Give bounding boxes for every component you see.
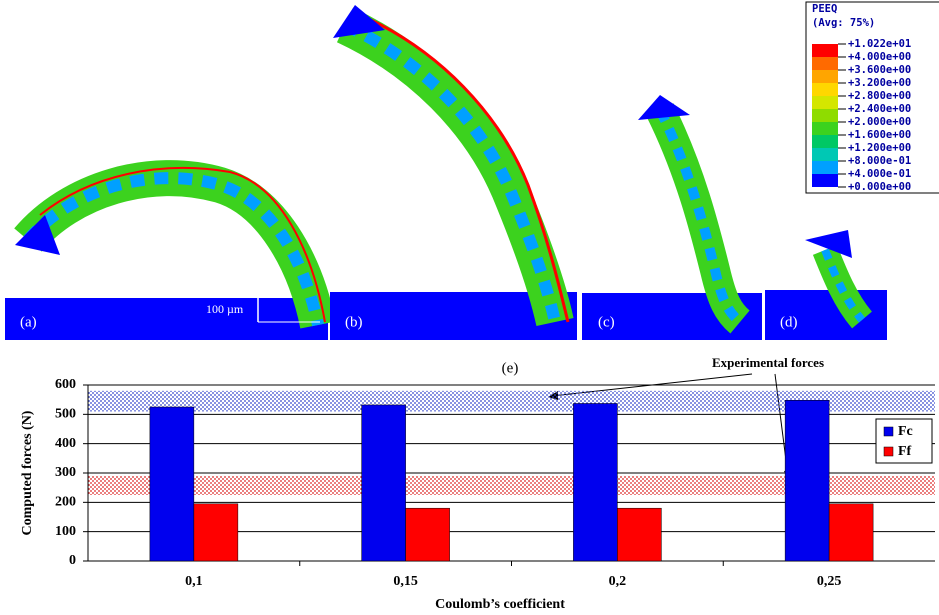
bar: [784, 400, 830, 562]
y-tick-label: 400: [55, 436, 76, 451]
y-axis-label: Computed forces (N): [20, 410, 35, 535]
y-tick-label: 100: [55, 524, 76, 539]
y-tick-label: 300: [55, 465, 76, 480]
bar: [573, 403, 618, 562]
contour-swatch: [812, 83, 838, 96]
chip-core: [655, 107, 744, 326]
contour-swatch: [812, 96, 838, 109]
chip-tip: [15, 215, 60, 255]
contour-label: +2.000e+00: [848, 116, 911, 128]
contour-swatch: [812, 109, 838, 122]
contour-label: +3.600e+00: [848, 64, 911, 76]
contour-swatch: [812, 44, 838, 57]
contour-label: +2.800e+00: [848, 90, 911, 102]
panel-label: (c): [598, 314, 615, 330]
chip-edge: [39, 167, 326, 323]
chip-edge: [359, 13, 570, 323]
y-tick-label: 500: [55, 407, 76, 422]
contour-swatch: [812, 148, 838, 161]
contour-label: +1.600e+00: [848, 129, 911, 141]
bar: [149, 406, 195, 562]
legend-label: Ff: [898, 444, 912, 459]
annotation: Experimental forces: [712, 355, 824, 370]
panel-label: (b): [345, 314, 363, 330]
fem-panels: (a) (b) (c) (d) 100 µm: [5, 5, 887, 340]
contour-label: +8.000e-01: [848, 155, 911, 167]
chip-core: [821, 248, 866, 323]
x-tick-label: 0,2: [609, 574, 627, 589]
bar: [828, 503, 874, 562]
chip-core: [342, 19, 561, 324]
y-tick-label: 200: [55, 495, 76, 510]
scale-label: 100 µm: [206, 302, 244, 316]
x-tick-label: 0,25: [817, 574, 842, 589]
contour-swatch: [812, 57, 838, 70]
experimental-band: [88, 475, 935, 495]
bar: [193, 503, 239, 562]
panel-label: (d): [780, 314, 798, 330]
x-tick-label: 0,15: [393, 574, 418, 589]
y-tick-label: 0: [69, 553, 76, 568]
bar: [617, 507, 662, 562]
contour-swatch: [812, 161, 838, 174]
contour-title: PEEQ: [812, 3, 837, 15]
chip-tip: [805, 230, 852, 258]
experimental-band: [88, 390, 935, 412]
contour-label: +0.000e+00: [848, 181, 911, 193]
legend-swatch: [883, 446, 894, 457]
contour-label: +4.000e+00: [848, 51, 911, 63]
contour-swatch: [812, 122, 838, 135]
legend-label: Fc: [898, 424, 913, 439]
legend-swatch: [883, 426, 894, 437]
panel-label: (a): [20, 314, 37, 330]
chart-panel-label: (e): [502, 360, 519, 376]
contour-label: +3.200e+00: [848, 77, 911, 89]
contour-label: +1.200e+00: [848, 142, 911, 154]
contour-label: +1.022e+01: [848, 38, 911, 50]
chip-tip: [333, 5, 385, 38]
contour-swatch: [812, 135, 838, 148]
workpiece: [5, 298, 328, 340]
contour-subtitle: (Avg: 75%): [812, 17, 875, 29]
bar: [361, 404, 406, 562]
contour-swatch: [812, 70, 838, 83]
chip-core: [23, 172, 324, 327]
x-axis-label: Coulomb’s coefficient: [435, 597, 565, 612]
contour-swatch: [812, 174, 838, 187]
y-tick-label: 600: [55, 377, 76, 392]
bar: [405, 507, 450, 562]
contour-label: +2.400e+00: [848, 103, 911, 115]
chip-tip: [638, 95, 690, 120]
contour-label: +4.000e-01: [848, 168, 911, 180]
x-tick-label: 0,1: [185, 574, 203, 589]
